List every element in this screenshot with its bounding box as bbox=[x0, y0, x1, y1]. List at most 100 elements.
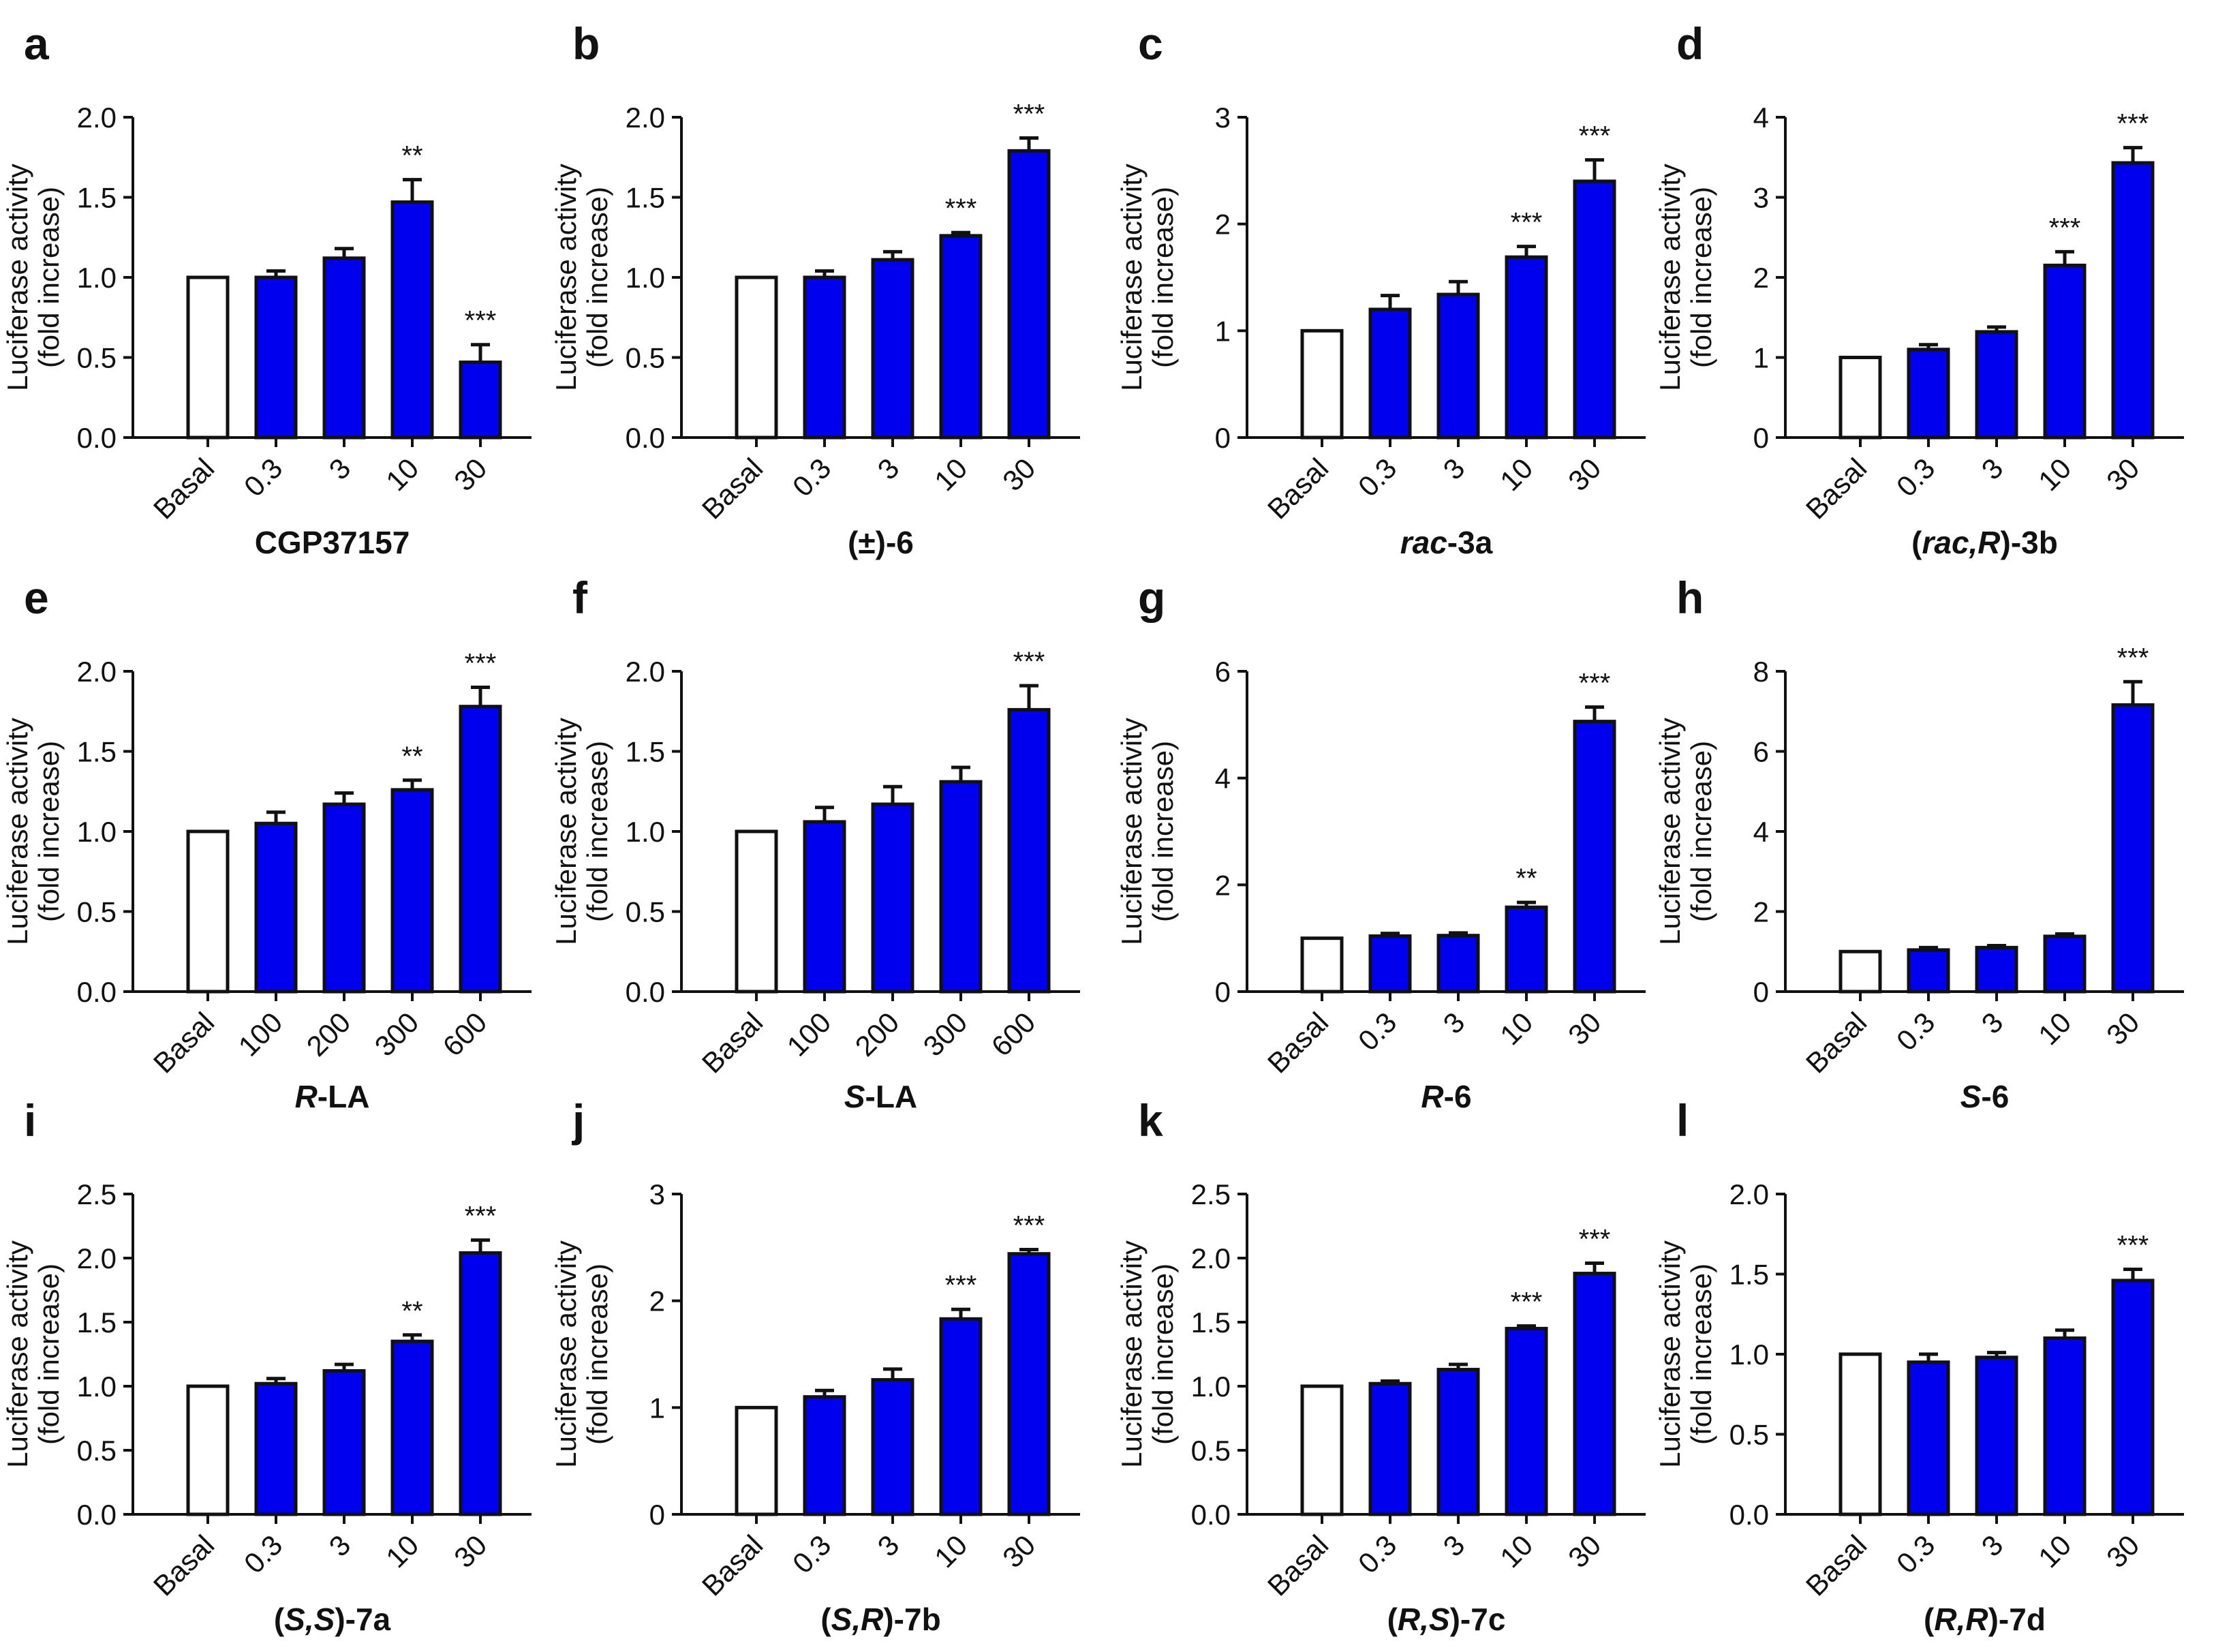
panel-letter: g bbox=[1138, 572, 1165, 623]
y-axis-label: Luciferase activity(fold increase) bbox=[1, 164, 65, 391]
bar bbox=[1300, 936, 1344, 994]
y-axis-label: Luciferase activity(fold increase) bbox=[1, 718, 65, 945]
x-tick-label: Basal bbox=[696, 452, 769, 525]
x-tick-label: 10 bbox=[380, 452, 425, 497]
y-axis-label-line2: (fold increase) bbox=[1147, 1264, 1179, 1445]
y-tick-label: 0 bbox=[1215, 422, 1231, 454]
x-axis-title-part: )-3b bbox=[2001, 525, 2058, 560]
x-tick-label: 3 bbox=[1975, 1529, 2010, 1563]
x-tick-label: 30 bbox=[996, 1529, 1041, 1574]
y-axis-label-line2: (fold increase) bbox=[1147, 741, 1179, 922]
y-tick-label: 0.5 bbox=[1191, 1435, 1231, 1467]
y-axis-label-line2: (fold increase) bbox=[33, 741, 65, 922]
x-axis-title-part: -3a bbox=[1447, 525, 1493, 560]
bar bbox=[390, 200, 434, 440]
y-tick-label: 4 bbox=[1215, 763, 1231, 795]
x-tick-label: 3 bbox=[872, 452, 906, 486]
bar bbox=[2111, 1279, 2155, 1516]
y-axis-label-line2: (fold increase) bbox=[33, 1264, 65, 1445]
x-axis-title: S-LA bbox=[844, 1079, 917, 1114]
bar bbox=[322, 1368, 366, 1516]
bar bbox=[803, 275, 846, 440]
x-tick-label: 10 bbox=[2032, 1529, 2077, 1574]
x-tick-label: 300 bbox=[369, 1006, 425, 1062]
x-axis-title-part: ( bbox=[820, 1602, 831, 1637]
y-tick-label: 3 bbox=[1215, 102, 1231, 134]
x-axis-title-part: -6 bbox=[1444, 1079, 1472, 1114]
panel-d: d Luciferase activity(fold increase) 0 1 2 3 4… bbox=[1654, 18, 2184, 560]
x-tick-label: 0.3 bbox=[238, 452, 289, 503]
significance-label: *** bbox=[1579, 1225, 1611, 1255]
bar bbox=[1573, 720, 1616, 994]
bar bbox=[459, 361, 502, 440]
bar bbox=[1436, 934, 1480, 994]
x-axis-title-part: )-7c bbox=[1450, 1602, 1506, 1637]
bar bbox=[254, 1381, 298, 1516]
x-tick-label: 10 bbox=[1494, 1006, 1539, 1051]
x-tick-label: Basal bbox=[1800, 452, 1873, 525]
bar bbox=[871, 258, 914, 440]
y-tick-label: 2.0 bbox=[77, 1242, 117, 1274]
panel-h: h Luciferase activity(fold increase) 0 2 4 6 8… bbox=[1654, 572, 2184, 1114]
x-tick-label: 30 bbox=[1562, 1006, 1607, 1051]
x-tick-label: Basal bbox=[1261, 1006, 1335, 1080]
y-axis-label-line1: Luciferase activity bbox=[550, 718, 582, 945]
x-axis-title-part: )-7a bbox=[335, 1602, 390, 1637]
x-tick-label: Basal bbox=[147, 1529, 221, 1602]
y-axis-label-line1: Luciferase activity bbox=[1, 164, 33, 391]
bar bbox=[1975, 1356, 2018, 1516]
x-tick-label: 200 bbox=[301, 1006, 357, 1062]
x-tick-label: Basal bbox=[147, 1006, 221, 1080]
y-tick-label: 0.5 bbox=[77, 896, 117, 928]
bar bbox=[459, 705, 502, 994]
x-axis-title-part: ( bbox=[274, 1602, 285, 1637]
y-tick-label: 0.5 bbox=[1729, 1419, 1769, 1451]
x-axis-title: rac-3a bbox=[1400, 525, 1493, 560]
y-tick-label: 0.0 bbox=[77, 976, 117, 1008]
y-tick-label: 2.0 bbox=[77, 102, 117, 134]
y-axis-label: Luciferase activity(fold increase) bbox=[550, 164, 613, 391]
y-tick-label: 1.5 bbox=[1191, 1306, 1231, 1339]
y-axis-label: Luciferase activity(fold increase) bbox=[1, 1240, 65, 1468]
y-tick-label: 6 bbox=[1215, 656, 1231, 688]
x-tick-label: 10 bbox=[2032, 1006, 2077, 1051]
bar bbox=[1007, 1252, 1051, 1516]
y-axis-label: Luciferase activity(fold increase) bbox=[1116, 164, 1179, 391]
y-tick-label: 2.0 bbox=[626, 102, 665, 134]
y-axis-label-line2: (fold increase) bbox=[1685, 1264, 1717, 1445]
y-tick-label: 0 bbox=[649, 1499, 665, 1531]
x-tick-label: 0.3 bbox=[1890, 1529, 1941, 1580]
bar bbox=[871, 1378, 914, 1516]
bar bbox=[1505, 255, 1548, 440]
bar bbox=[390, 788, 434, 994]
bar bbox=[1975, 945, 2018, 994]
bar bbox=[1838, 949, 1882, 994]
x-tick-label: 0.3 bbox=[1890, 1006, 1941, 1057]
y-tick-label: 3 bbox=[649, 1178, 665, 1210]
x-axis-title: (rac,R)-3b bbox=[1911, 525, 2058, 560]
x-tick-label: 3 bbox=[1437, 1006, 1471, 1040]
x-tick-label: 3 bbox=[323, 1529, 357, 1563]
significance-label: ** bbox=[401, 1296, 422, 1326]
significance-label: *** bbox=[1579, 121, 1611, 151]
y-axis-label-line2: (fold increase) bbox=[581, 187, 613, 368]
y-tick-label: 4 bbox=[1753, 102, 1769, 134]
x-axis-title: (S,S)-7a bbox=[274, 1602, 391, 1637]
bar bbox=[1300, 1384, 1344, 1516]
y-tick-label: 1.5 bbox=[626, 736, 665, 768]
x-tick-label: 100 bbox=[781, 1006, 837, 1062]
y-axis-label-line1: Luciferase activity bbox=[1, 718, 33, 945]
significance-label: *** bbox=[1013, 647, 1045, 677]
y-tick-label: 4 bbox=[1753, 816, 1769, 848]
bar bbox=[1368, 934, 1412, 994]
bar bbox=[1505, 905, 1548, 994]
bar bbox=[1838, 356, 1882, 440]
panel-e: e Luciferase activity(fold increase) 0.0 0.… bbox=[1, 572, 532, 1114]
y-tick-label: 2.0 bbox=[626, 656, 665, 688]
y-tick-label: 2 bbox=[1215, 209, 1231, 241]
panel-f: f Luciferase activity(fold increase) 0.0 0.… bbox=[550, 572, 1080, 1114]
x-axis-title-part: S,R bbox=[831, 1602, 884, 1637]
y-tick-label: 1.0 bbox=[626, 816, 665, 848]
bar bbox=[1838, 1352, 1882, 1516]
y-tick-label: 1.5 bbox=[1729, 1259, 1769, 1291]
